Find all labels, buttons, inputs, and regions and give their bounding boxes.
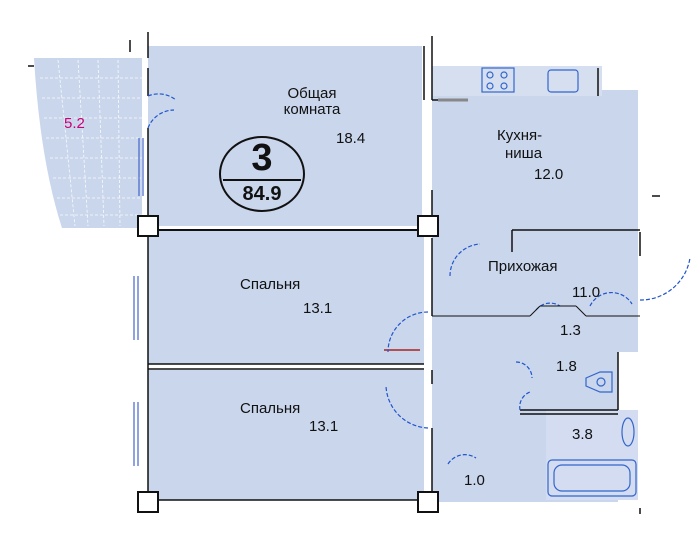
walls	[146, 32, 660, 514]
bedroom-1-area: 13.1	[303, 300, 333, 317]
badge-divider	[223, 179, 301, 181]
closet-a-area: 1.3	[560, 322, 581, 339]
hall-partition	[432, 305, 640, 317]
living-room-area: 18.4	[336, 130, 366, 147]
balcony-area: 5.2	[64, 115, 85, 132]
bedroom-2-area: 13.1	[309, 418, 339, 435]
bath-area: 3.8	[572, 426, 593, 443]
living-room-name-1: Общая	[287, 85, 337, 102]
kitchen-name-1: Кухня-	[497, 127, 543, 144]
kitchen-name-2: ниша	[505, 145, 543, 162]
columns	[137, 215, 439, 513]
kitchen-area: 12.0	[534, 166, 564, 183]
total-area: 84.9	[242, 183, 282, 205]
balcony	[28, 40, 142, 228]
bedroom-1-name: Спальня	[240, 276, 301, 293]
rooms-floor	[148, 46, 638, 502]
wc-area: 1.8	[556, 358, 577, 375]
bathroom-fixtures	[547, 371, 637, 497]
living-room-name-2: комната	[283, 101, 341, 118]
closet-b-area: 1.0	[464, 472, 485, 489]
apartment-badge: 3 84.9	[219, 136, 305, 212]
bedroom-2-name: Спальня	[240, 400, 301, 417]
hall-name: Прихожая	[488, 258, 558, 275]
door-swings	[147, 93, 691, 465]
kitchen-fixtures	[438, 67, 579, 102]
windows	[133, 138, 144, 466]
hall-area: 11.0	[572, 284, 601, 301]
rooms-count: 3	[251, 137, 273, 179]
